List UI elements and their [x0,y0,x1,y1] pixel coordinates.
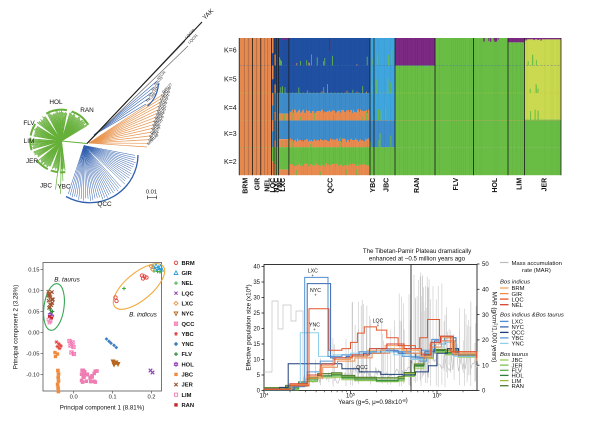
svg-text:Effective population size (x10: Effective population size (x104) [245,284,253,370]
svg-text:LXC: LXC [280,178,287,192]
svg-text:NEL: NEL [512,303,524,309]
svg-text:Bos indicus &Bos taurus: Bos indicus &Bos taurus [500,313,564,319]
svg-text:K=3: K=3 [224,131,237,138]
svg-text:QCC: QCC [97,201,112,208]
svg-text:+: + [313,327,316,332]
svg-text:LIM: LIM [517,178,524,190]
svg-text:NEL: NEL [182,281,194,287]
svg-text:HOL: HOL [492,177,499,193]
svg-text:NYC: NYC [182,312,195,318]
svg-text:20: 20 [253,327,260,333]
svg-text:HOL: HOL [182,362,195,368]
svg-text:LXC: LXC [182,302,194,308]
svg-text:YNC: YNC [512,342,525,348]
svg-text:0.15: 0.15 [28,268,39,274]
svg-text:RAN: RAN [80,107,94,114]
svg-text:GIR: GIR [182,271,193,277]
svg-text:GIR: GIR [255,178,262,190]
svg-text:K=6: K=6 [224,48,237,55]
svg-text:Principal component 2 (3.28%): Principal component 2 (3.28%) [13,285,20,370]
svg-text:FLV: FLV [23,120,35,127]
svg-text:B. taurus: B. taurus [54,277,80,284]
svg-text:RAN: RAN [512,384,524,390]
svg-text:25: 25 [253,311,260,317]
svg-text:K=5: K=5 [224,77,237,84]
svg-text:-0.10: -0.10 [26,373,39,379]
svg-text:40: 40 [482,288,489,294]
svg-text:RAN: RAN [182,403,195,409]
svg-text:MAR (g/cm2/1,000 years): MAR (g/cm2/1,000 years) [491,292,499,363]
svg-text:Mass accumulation: Mass accumulation [512,261,562,267]
svg-text:K=4: K=4 [224,105,237,112]
svg-text:35: 35 [253,280,260,286]
svg-text:+: + [314,293,317,298]
svg-text:-0.05: -0.05 [26,352,39,358]
svg-text:K=2: K=2 [224,159,237,166]
svg-text:rate (MAR): rate (MAR) [522,268,551,274]
svg-text:YBC: YBC [57,184,71,191]
svg-text:10: 10 [253,358,260,364]
svg-text:+: + [377,323,380,328]
svg-text:BRM: BRM [182,261,195,267]
svg-text:QCC: QCC [328,178,335,194]
svg-text:YBC: YBC [370,178,377,193]
svg-text:FLV: FLV [453,177,460,190]
svg-text:15: 15 [253,342,260,348]
svg-text:0.10: 0.10 [28,289,39,295]
svg-text:30: 30 [253,296,260,302]
svg-text:B. indicus: B. indicus [129,312,158,319]
svg-text:+: + [361,370,364,375]
svg-text:enhanced at ~0.5 million years: enhanced at ~0.5 million years ago [369,256,466,263]
svg-text:JER: JER [542,178,549,192]
svg-text:0.2: 0.2 [147,395,155,401]
svg-text:50: 50 [482,262,489,268]
svg-text:Principal component 1 (8.81%): Principal component 1 (8.81%) [60,405,145,412]
svg-text:0.01: 0.01 [146,190,157,196]
svg-text:JBC: JBC [182,373,194,379]
svg-text:RAN: RAN [414,178,421,193]
svg-text:HOL: HOL [49,99,63,106]
svg-text:Bos taurus: Bos taurus [500,352,528,358]
svg-text:30: 30 [482,313,489,319]
svg-text:Years (g=5, μ=0.98x10-8): Years (g=5, μ=0.98x10-8) [338,397,408,406]
svg-text:0.0: 0.0 [70,395,78,401]
svg-text:LQC: LQC [182,291,195,297]
svg-text:JBC: JBC [40,183,52,190]
svg-text:JBC: JBC [384,178,391,192]
svg-text:10: 10 [482,363,489,369]
svg-text:JER: JER [182,383,194,389]
svg-text:BRM: BRM [242,178,249,194]
svg-text:0.05: 0.05 [28,310,39,316]
svg-text:FLV: FLV [182,352,193,358]
svg-text:+: + [311,273,314,278]
svg-text:0.1: 0.1 [109,395,117,401]
svg-text:JER: JER [26,158,38,165]
svg-text:20: 20 [482,338,489,344]
svg-text:Bos indicus: Bos indicus [500,280,530,286]
svg-text:The Tibetan-Pamir Plateau dram: The Tibetan-Pamir Plateau dramatically [363,248,472,255]
svg-text:0.00: 0.00 [28,331,39,337]
svg-text:YBC: YBC [182,332,195,338]
svg-text:40: 40 [253,265,260,271]
svg-text:LIM: LIM [24,138,35,145]
svg-text:QCC: QCC [182,322,196,328]
svg-text:YNC: YNC [182,342,195,348]
svg-text:LIM: LIM [182,393,192,399]
